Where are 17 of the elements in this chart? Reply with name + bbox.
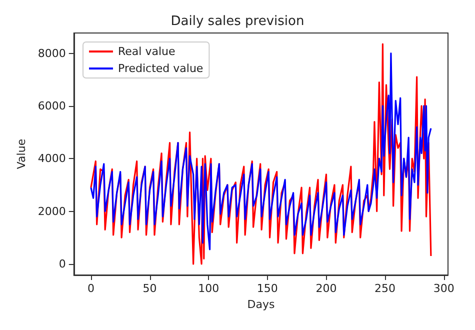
y-tick-label: 0	[58, 257, 66, 270]
legend-label: Predicted value	[118, 62, 204, 75]
x-axis-title: Days	[247, 298, 275, 311]
y-tick-label: 4000	[38, 152, 66, 166]
chart-title: Daily sales prevision	[170, 14, 304, 29]
x-tick-label: 50	[142, 282, 157, 295]
x-tick-label: 150	[256, 282, 278, 295]
legend-label: Real value	[118, 45, 176, 58]
x-tick-label: 300	[433, 282, 454, 295]
y-tick-label: 8000	[38, 46, 66, 60]
x-tick-label: 250	[374, 282, 396, 295]
y-tick-label: 6000	[38, 99, 66, 112]
x-tick-label: 0	[87, 282, 94, 295]
x-tick-label: 100	[198, 282, 220, 295]
y-tick-label: 2000	[38, 204, 66, 218]
y-axis-title: Value	[15, 138, 28, 170]
x-tick-label: 200	[316, 282, 337, 295]
